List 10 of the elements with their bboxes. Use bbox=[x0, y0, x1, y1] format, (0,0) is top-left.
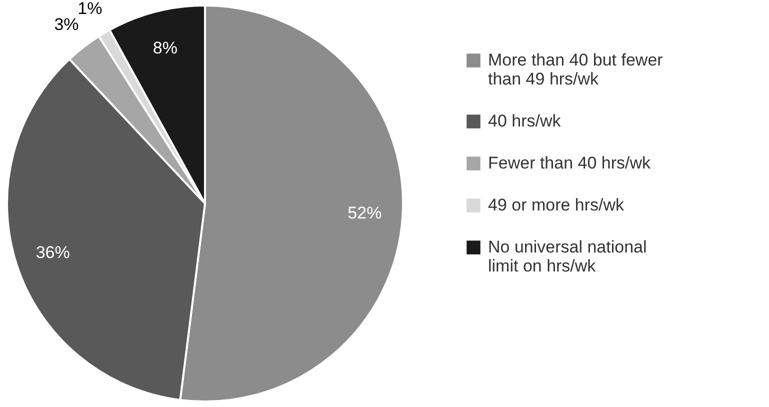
legend-label: 49 or more hrs/wk bbox=[488, 196, 625, 214]
data-label: 1% bbox=[78, 0, 102, 18]
data-label: 3% bbox=[54, 14, 79, 34]
legend-label: No universal national limit on hrs/wk bbox=[488, 238, 647, 276]
legend-label: More than 40 but fewer than 49 hrs/wk bbox=[488, 50, 664, 88]
data-label: 8% bbox=[152, 38, 178, 58]
data-label: 36% bbox=[36, 242, 70, 262]
data-label: 52% bbox=[348, 204, 382, 223]
legend-label: Fewer than 40 hrs/wk bbox=[488, 154, 652, 172]
legend-label: 40 hrs/wk bbox=[488, 112, 562, 130]
